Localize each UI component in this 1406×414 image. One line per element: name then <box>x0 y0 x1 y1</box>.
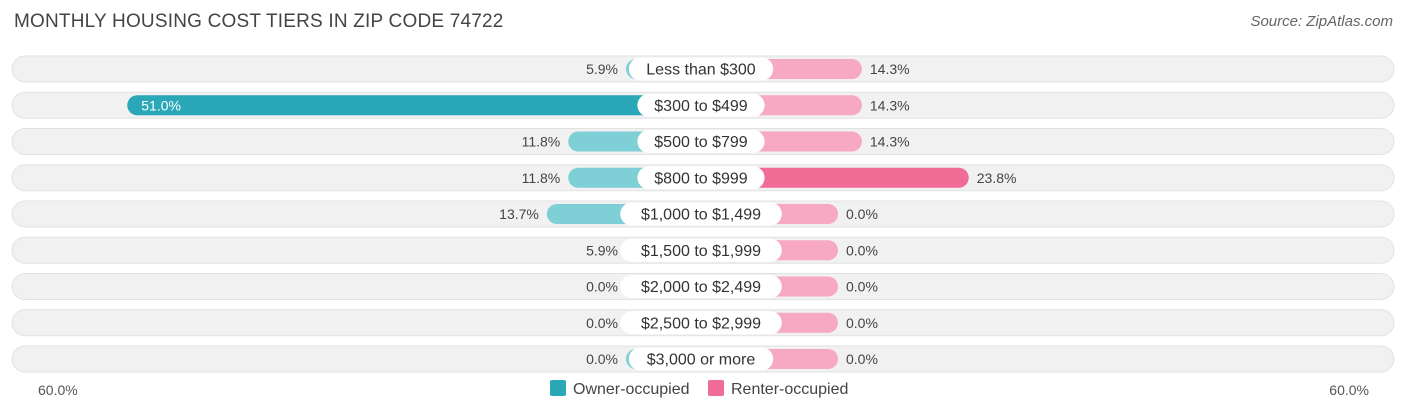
renter-value-label: 0.0% <box>846 279 878 295</box>
category-label: Less than $300 <box>646 62 756 79</box>
owner-value-label: 11.8% <box>522 134 561 150</box>
legend-swatch-renter <box>708 380 724 396</box>
category-label: $300 to $499 <box>654 98 748 115</box>
owner-value-label: 5.9% <box>586 61 618 77</box>
category-label-bg <box>637 166 765 190</box>
owner-value-label: 0.0% <box>586 279 618 295</box>
renter-value-label: 14.3% <box>870 134 910 150</box>
renter-value-label: 0.0% <box>846 242 878 258</box>
category-label: $500 to $799 <box>654 134 748 151</box>
renter-value-label: 0.0% <box>846 315 878 331</box>
renter-value-label: 14.3% <box>870 97 910 113</box>
category-label-bg <box>620 202 782 226</box>
axis-label-left: 60.0% <box>38 382 78 398</box>
category-label-bg <box>637 130 765 153</box>
chart-title: MONTHLY HOUSING COST TIERS IN ZIP CODE 7… <box>14 11 504 32</box>
legend-swatch-owner <box>550 380 566 396</box>
category-label: $3,000 or more <box>647 352 756 369</box>
category-label-bg <box>637 93 765 117</box>
owner-value-label: 51.0% <box>141 97 181 113</box>
renter-value-label: 14.3% <box>870 61 910 77</box>
category-label-bg <box>620 238 782 262</box>
category-label-bg <box>628 57 774 81</box>
renter-value-label: 0.0% <box>846 206 878 222</box>
owner-value-label: 11.8% <box>522 170 561 186</box>
renter-value-label: 23.8% <box>977 170 1017 186</box>
category-label: $1,000 to $1,499 <box>641 207 761 224</box>
renter-value-label: 0.0% <box>846 351 878 367</box>
category-label: $1,500 to $1,999 <box>641 243 761 260</box>
category-label-bg <box>628 347 774 371</box>
owner-value-label: 0.0% <box>586 315 618 331</box>
owner-value-label: 13.7% <box>499 206 539 222</box>
category-label-bg <box>620 275 782 298</box>
category-label-bg <box>620 311 782 335</box>
category-label: $2,000 to $2,499 <box>641 279 761 296</box>
axis-label-right: 60.0% <box>1329 382 1369 398</box>
category-label: $800 to $999 <box>654 170 748 187</box>
owner-value-label: 0.0% <box>586 351 618 367</box>
legend-label-owner: Owner-occupied <box>573 381 690 398</box>
source-label: Source: ZipAtlas.com <box>1250 13 1393 30</box>
owner-bar <box>127 95 701 116</box>
owner-value-label: 5.9% <box>586 242 618 258</box>
category-label: $2,500 to $2,999 <box>641 315 761 332</box>
renter-bar <box>701 167 969 188</box>
legend-label-renter: Renter-occupied <box>731 381 848 398</box>
